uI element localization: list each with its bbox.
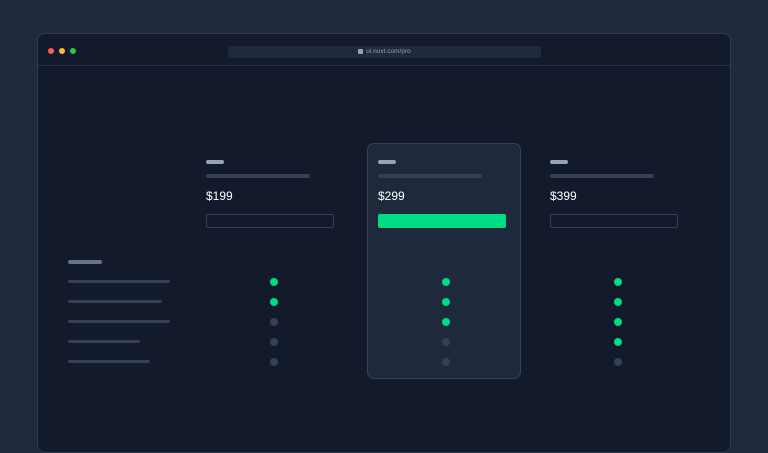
plan-price: $199 xyxy=(206,189,233,203)
plan-name xyxy=(378,160,396,164)
plan-price: $399 xyxy=(550,189,577,203)
feature-included-dot xyxy=(442,278,450,286)
feature-included-dot xyxy=(442,318,450,326)
browser-window: ui.nuxt.com/pro $199 $299 $399 xyxy=(37,33,731,453)
close-dot[interactable] xyxy=(48,48,54,54)
plan-name xyxy=(550,160,568,164)
feature-label xyxy=(68,340,140,343)
feature-label xyxy=(68,360,150,363)
feature-excluded-dot xyxy=(614,358,622,366)
feature-excluded-dot xyxy=(270,318,278,326)
feature-label xyxy=(68,320,170,323)
feature-excluded-dot xyxy=(270,338,278,346)
maximize-dot[interactable] xyxy=(70,48,76,54)
feature-included-dot xyxy=(614,338,622,346)
feature-included-dot xyxy=(270,278,278,286)
plan-price: $299 xyxy=(378,189,405,203)
plan-cta-button[interactable] xyxy=(206,214,334,228)
feature-excluded-dot xyxy=(442,358,450,366)
browser-toolbar: ui.nuxt.com/pro xyxy=(38,34,730,66)
minimize-dot[interactable] xyxy=(59,48,65,54)
plan-cta-button[interactable] xyxy=(550,214,678,228)
plan-name xyxy=(206,160,224,164)
lock-icon xyxy=(358,48,364,54)
plan-description xyxy=(550,174,654,178)
features-heading xyxy=(68,260,102,264)
plan-description xyxy=(206,174,310,178)
feature-excluded-dot xyxy=(270,358,278,366)
feature-included-dot xyxy=(270,298,278,306)
feature-included-dot xyxy=(614,298,622,306)
url-text: ui.nuxt.com/pro xyxy=(366,48,411,55)
plan-cta-button[interactable] xyxy=(378,214,506,228)
feature-included-dot xyxy=(614,318,622,326)
plan-description xyxy=(378,174,482,178)
feature-included-dot xyxy=(442,298,450,306)
feature-excluded-dot xyxy=(442,338,450,346)
feature-included-dot xyxy=(614,278,622,286)
address-bar[interactable]: ui.nuxt.com/pro xyxy=(228,46,541,58)
feature-label xyxy=(68,300,162,303)
feature-label xyxy=(68,280,170,283)
